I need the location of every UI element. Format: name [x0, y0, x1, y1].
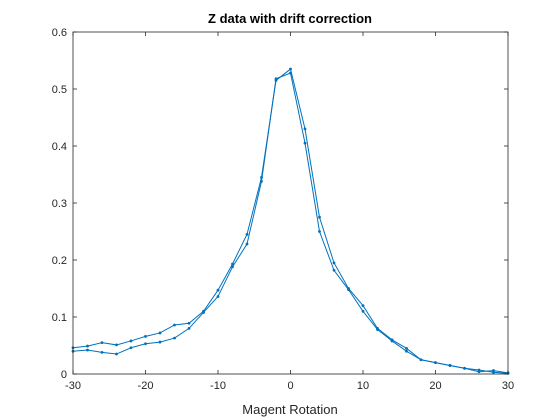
data-point	[86, 344, 89, 348]
x-tick-label: 0	[287, 380, 293, 392]
x-tick-label: -10	[210, 380, 226, 392]
y-tick-label: 0.6	[52, 27, 67, 39]
x-tick-label: -30	[65, 380, 81, 392]
data-point	[187, 327, 191, 330]
data-point	[115, 343, 118, 347]
ticks-layer: -30 -20 -10 0 10 20 30 0 0.1 0.2 0.3 0.4 0.5 0.6	[52, 27, 514, 392]
data-point	[144, 334, 147, 338]
data-point	[419, 358, 423, 362]
data-point	[158, 331, 162, 335]
data-point	[332, 261, 336, 265]
x-tick-label: 10	[357, 380, 369, 392]
series-line-1	[72, 68, 509, 374]
series-line-2	[72, 72, 509, 374]
data-point	[405, 346, 408, 350]
y-tick-label: 0.3	[52, 198, 67, 210]
y-tick-label: 0.2	[52, 255, 67, 267]
y-tick-label: 0.1	[52, 312, 67, 324]
data-point	[390, 339, 394, 343]
x-tick-label: 30	[502, 380, 514, 392]
data-point	[202, 311, 205, 314]
data-point	[318, 230, 321, 233]
data-point	[216, 288, 220, 292]
data-point	[303, 141, 307, 145]
data-point	[245, 232, 249, 236]
x-axis-label: Magent Rotation	[242, 402, 337, 417]
data-point	[100, 341, 104, 345]
data-point	[289, 71, 292, 75]
y-tick-label: 0.5	[52, 84, 67, 96]
data-point	[303, 127, 307, 131]
data-point	[289, 67, 292, 71]
data-point	[361, 304, 365, 307]
data-point	[173, 336, 176, 340]
data-point	[216, 295, 220, 298]
data-point	[477, 370, 481, 374]
data-point	[100, 350, 104, 354]
data-point	[129, 339, 133, 343]
data-point	[332, 268, 336, 272]
data-point	[405, 349, 408, 353]
data-point	[448, 364, 452, 367]
data-point	[173, 323, 176, 327]
data-point	[86, 348, 89, 352]
data-point	[129, 346, 133, 350]
data-point	[274, 77, 278, 81]
data-point	[187, 321, 191, 325]
series-layer	[71, 67, 510, 375]
data-point	[318, 215, 321, 219]
y-tick-label: 0.4	[52, 141, 67, 153]
data-point	[231, 265, 234, 269]
data-point	[260, 179, 263, 183]
data-point	[434, 361, 437, 364]
data-point	[347, 288, 350, 292]
data-point	[115, 352, 118, 356]
data-point	[245, 242, 249, 246]
x-tick-label: 20	[429, 380, 441, 392]
data-point	[492, 369, 495, 372]
x-tick-label: -20	[138, 380, 154, 392]
data-point	[361, 309, 365, 313]
data-point	[376, 328, 379, 331]
plot-area-box	[72, 31, 509, 375]
data-point	[231, 262, 234, 266]
data-point	[463, 366, 466, 370]
y-tick-label: 0	[61, 369, 67, 381]
data-point	[144, 342, 147, 346]
chart-title: Z data with drift correction	[208, 11, 372, 26]
data-point	[158, 340, 162, 344]
